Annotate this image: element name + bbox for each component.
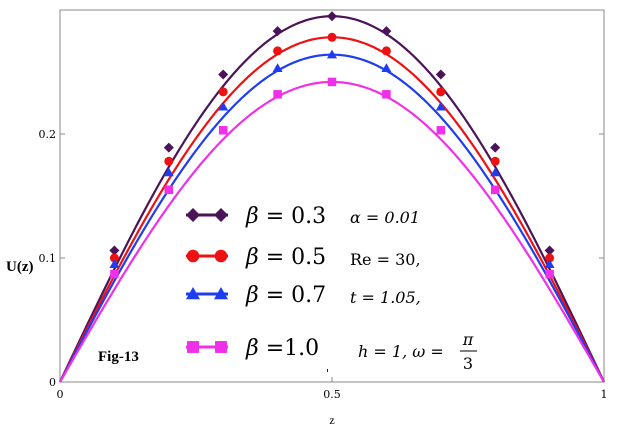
data-point-s3-9	[544, 259, 555, 268]
x-tick-label: 1	[601, 388, 608, 401]
data-point-s4-5	[327, 77, 337, 87]
data-point-s1-4	[272, 26, 283, 37]
data-point-s1-8	[490, 142, 501, 153]
y-tick-label: 0	[49, 376, 56, 389]
data-point-s3-3	[218, 101, 229, 111]
param-h-omega: h = 1, ω =	[358, 342, 444, 361]
legend-marker-3a	[186, 287, 200, 300]
legend-marker-2a	[186, 249, 200, 263]
data-point-s3-1	[109, 259, 120, 268]
data-point-s2-9	[545, 253, 555, 263]
x-axis-label: z	[329, 413, 334, 427]
legend-label-4: β =1.0	[245, 336, 319, 361]
param-re: Re = 30,	[350, 250, 421, 269]
data-point-s1-1	[109, 245, 120, 256]
param-pi: π	[462, 330, 474, 349]
data-point-s3-5	[327, 49, 337, 59]
param-t: t = 1.05,	[350, 288, 421, 307]
legend-marker-1b	[214, 208, 228, 222]
series-line-2	[59, 36, 605, 383]
data-point-s2-5	[327, 32, 337, 42]
data-point-s3-2	[163, 167, 174, 177]
data-point-s3-8	[490, 167, 501, 177]
data-point-s2-8	[490, 156, 500, 166]
param-three: 3	[463, 354, 473, 373]
data-point-s1-2	[163, 142, 174, 153]
y-axis-label: U(z)	[6, 259, 33, 275]
legend-label-2: β = 0.5	[245, 245, 326, 270]
data-point-s4-9	[545, 269, 554, 279]
data-point-s4-3	[218, 126, 228, 135]
data-point-s1-5	[327, 11, 337, 22]
annotation-mark: '	[326, 367, 329, 380]
y-tick-label: 0.2	[39, 128, 57, 141]
data-point-s2-6	[381, 46, 391, 56]
data-point-s3-6	[381, 63, 392, 73]
data-point-s4-2	[164, 185, 174, 195]
data-point-s2-7	[436, 87, 446, 97]
x-tick-label: 0.5	[323, 388, 341, 401]
data-point-s1-6	[381, 26, 392, 37]
data-point-s4-8	[490, 185, 500, 195]
data-point-s2-1	[109, 253, 119, 263]
legend-marker-1a	[186, 208, 200, 222]
x-tick-label: 0	[57, 388, 64, 401]
y-tick-label: 0.1	[39, 252, 57, 265]
series-line-1	[59, 15, 605, 383]
legend-label-1: β = 0.3	[245, 204, 326, 229]
legend-marker-2b	[214, 249, 228, 263]
legend-label-3: β = 0.7	[245, 283, 326, 308]
data-point-s4-4	[273, 90, 282, 99]
data-point-s4-1	[110, 269, 119, 279]
legend-marker-4b	[215, 341, 227, 353]
data-point-s1-9	[544, 245, 555, 256]
param-alpha: α = 0.01	[350, 208, 420, 227]
data-point-s2-3	[218, 87, 228, 97]
data-point-s1-7	[435, 69, 446, 80]
series-line-3	[59, 53, 605, 383]
data-point-s3-7	[435, 101, 446, 111]
legend-marker-4a	[187, 341, 199, 353]
plot-frame	[59, 9, 605, 383]
figure-label: Fig-13	[98, 349, 139, 365]
data-point-s4-6	[382, 90, 391, 99]
legend-marker-3b	[214, 287, 228, 300]
data-point-s1-3	[218, 69, 229, 80]
data-point-s4-7	[436, 126, 446, 135]
data-point-s2-4	[273, 46, 283, 56]
data-point-s3-4	[272, 63, 283, 73]
data-point-s2-2	[164, 156, 174, 166]
